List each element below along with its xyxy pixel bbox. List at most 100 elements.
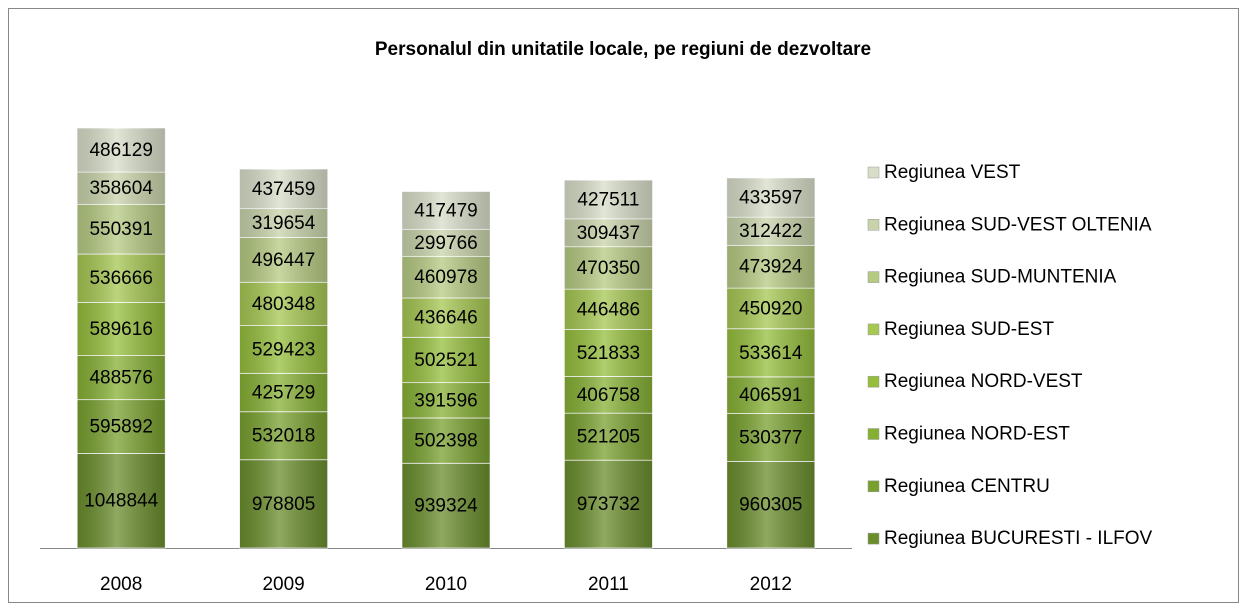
bar-shine (726, 461, 815, 548)
bar-shine (239, 282, 328, 326)
bar-shine (402, 417, 490, 464)
bar-shine (402, 463, 490, 548)
bar-shine (77, 453, 166, 548)
data-label: 417479 (414, 200, 477, 221)
data-label: 425729 (252, 383, 315, 404)
data-label: 427511 (577, 190, 639, 211)
data-label: 532018 (252, 426, 315, 447)
data-label: 1048844 (84, 491, 158, 512)
legend-swatch (867, 375, 880, 388)
legend-label: Regiunea CENTRU (884, 476, 1050, 497)
data-label: 460978 (414, 267, 477, 288)
data-label: 358604 (89, 178, 153, 199)
legend-label: Regiunea NORD-VEST (884, 371, 1083, 392)
legend-swatch (867, 166, 880, 179)
data-label: 521833 (577, 343, 640, 364)
x-tick-label: 2010 (425, 574, 467, 595)
data-label: 536666 (89, 268, 152, 289)
bar-shine (564, 289, 653, 330)
data-label: 312422 (739, 221, 802, 242)
x-tick-label: 2008 (100, 574, 142, 595)
data-label: 446486 (577, 299, 640, 320)
chart-title: Personalul din unitatile locale, pe regi… (375, 39, 871, 60)
bar-shine (402, 297, 490, 338)
data-label: 470350 (577, 258, 640, 279)
bar-shine (402, 337, 490, 383)
data-label: 960305 (739, 495, 802, 516)
bar-shine (239, 411, 328, 460)
data-label: 480348 (252, 294, 315, 315)
bar-shine (77, 355, 166, 400)
bar-shine (77, 171, 166, 205)
data-label: 530377 (739, 427, 802, 448)
data-label: 496447 (252, 250, 315, 271)
bar-shine (239, 208, 328, 238)
bar-shine (564, 376, 653, 414)
data-label: 488576 (89, 368, 152, 389)
bar-shine (402, 382, 490, 418)
bar-shine (239, 459, 328, 548)
data-label: 406758 (577, 385, 640, 406)
data-label: 529423 (252, 339, 315, 360)
bar-shine (77, 253, 166, 303)
bar-shine (726, 288, 815, 329)
bar-shine (239, 373, 328, 412)
data-label: 502398 (414, 431, 477, 452)
data-label: 473924 (739, 257, 803, 278)
data-label: 437459 (252, 179, 315, 200)
data-label: 450920 (739, 298, 802, 319)
bar-shine (239, 169, 328, 209)
x-tick-label: 2011 (588, 574, 629, 595)
bar-shine (726, 217, 815, 246)
legend-label: Regiunea BUCURESTI - ILFOV (884, 528, 1153, 549)
x-tick-label: 2012 (750, 574, 792, 595)
legend-swatch (867, 323, 880, 336)
data-label: 436646 (414, 308, 477, 329)
bar-shine (726, 178, 815, 218)
legend-swatch (867, 480, 880, 493)
data-label: 595892 (89, 417, 152, 438)
bar-shine (726, 245, 815, 289)
legend-label: Regiunea SUD-EST (884, 319, 1054, 340)
data-label: 550391 (89, 219, 152, 240)
bar-shine (239, 325, 328, 374)
data-label: 391596 (414, 390, 477, 411)
bar-shine (77, 204, 166, 254)
bar-shine (77, 399, 166, 454)
data-label: 433597 (739, 188, 802, 209)
bar-shine (564, 218, 653, 247)
legend-label: Regiunea SUD-VEST OLTENIA (884, 214, 1152, 235)
x-tick-label: 2009 (262, 574, 304, 595)
data-label: 939324 (414, 496, 478, 517)
data-label: 486129 (89, 140, 152, 161)
data-label: 406591 (739, 385, 802, 406)
data-label: 319654 (252, 213, 316, 234)
legend-swatch (867, 219, 880, 231)
bar-shine (402, 191, 490, 230)
bar-shine (564, 460, 653, 548)
legend-swatch (867, 532, 880, 545)
bar-shine (402, 229, 490, 257)
bar-shine (564, 180, 653, 219)
bar-shine (564, 246, 653, 290)
bar-shine (564, 413, 653, 461)
data-label: 502521 (414, 350, 477, 371)
legend-label: Regiunea NORD-EST (884, 424, 1070, 445)
bar-shine (726, 413, 815, 462)
bar-shine (564, 329, 653, 377)
bar-shine (402, 256, 490, 298)
data-label: 521205 (577, 427, 640, 448)
data-label: 533614 (739, 343, 803, 364)
data-label: 978805 (252, 494, 315, 515)
legend-swatch (867, 428, 880, 440)
data-label: 309437 (577, 223, 640, 244)
bar-shine (726, 376, 815, 414)
data-label: 589616 (89, 319, 152, 340)
bar-shine (239, 237, 328, 283)
legend-swatch (867, 271, 880, 283)
legend-label: Regiunea SUD-MUNTENIA (884, 267, 1117, 288)
legend-label: Regiunea VEST (884, 162, 1021, 183)
data-label: 299766 (414, 233, 477, 254)
bar-shine (77, 302, 166, 356)
